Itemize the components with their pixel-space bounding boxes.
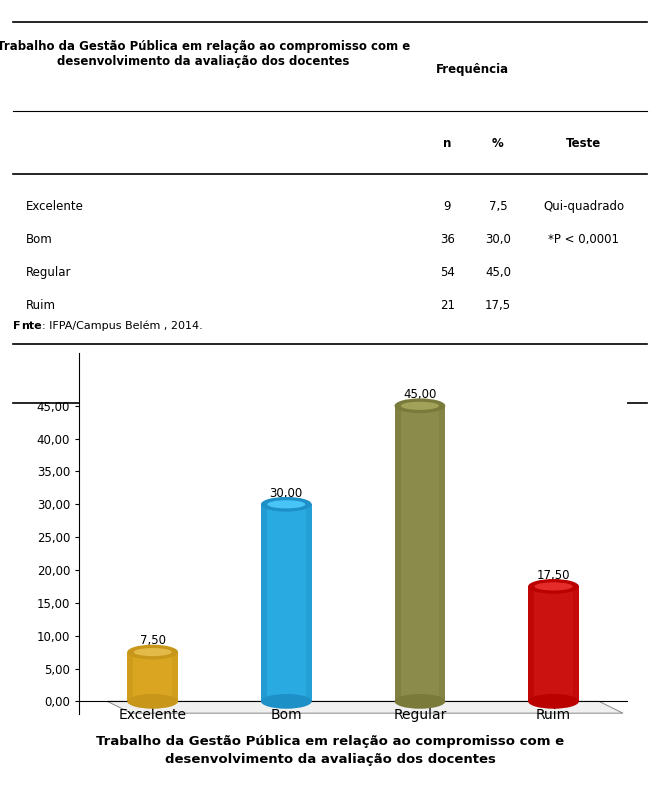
Text: 30,0: 30,0	[485, 233, 511, 246]
Ellipse shape	[261, 497, 312, 512]
Bar	[573, 586, 579, 701]
Bar	[261, 504, 267, 701]
Bar	[528, 586, 534, 701]
Text: *P < 0,0001: *P < 0,0001	[548, 233, 619, 246]
Text: Trabalho da Gestão Pública em relação ao compromisso com e: Trabalho da Gestão Pública em relação ao…	[96, 736, 564, 748]
Ellipse shape	[127, 644, 178, 659]
Text: 7,5: 7,5	[488, 200, 508, 213]
Ellipse shape	[133, 648, 172, 656]
Text: 45,00: 45,00	[403, 389, 437, 401]
Text: Excelente: Excelente	[26, 200, 84, 213]
Text: F: F	[13, 321, 20, 330]
Text: desenvolvimento da avaliação dos docentes: desenvolvimento da avaliação dos docente…	[164, 754, 496, 766]
Bar	[172, 652, 178, 701]
Text: 17,50: 17,50	[537, 569, 570, 582]
Ellipse shape	[535, 582, 573, 590]
Text: Regular: Regular	[26, 266, 71, 279]
Text: %: %	[492, 137, 504, 151]
Bar	[306, 504, 312, 701]
Bar	[127, 652, 178, 701]
Bar	[261, 504, 312, 701]
Text: nte: nte	[21, 321, 42, 330]
Text: 17,5: 17,5	[485, 298, 511, 312]
Text: 21: 21	[440, 298, 455, 312]
Ellipse shape	[127, 694, 178, 709]
Bar	[439, 406, 446, 701]
Text: 120: 120	[435, 367, 459, 380]
Ellipse shape	[401, 402, 439, 410]
Ellipse shape	[528, 694, 579, 709]
Text: 7,50: 7,50	[140, 634, 166, 648]
Text: Qui-quadrado: Qui-quadrado	[543, 200, 624, 213]
Ellipse shape	[395, 399, 446, 413]
Bar	[395, 406, 446, 701]
Text: 45,0: 45,0	[485, 266, 511, 279]
Text: 36: 36	[440, 233, 455, 246]
Bar	[395, 406, 401, 701]
Text: Total: Total	[200, 367, 232, 380]
Text: Teste: Teste	[566, 137, 601, 151]
Text: Bom: Bom	[26, 233, 53, 246]
Text: Ruim: Ruim	[26, 298, 56, 312]
Text: 30,00: 30,00	[270, 487, 303, 500]
Ellipse shape	[395, 694, 446, 709]
Ellipse shape	[267, 500, 306, 509]
Text: 54: 54	[440, 266, 455, 279]
Text: Frequência: Frequência	[436, 63, 509, 76]
Text: 9: 9	[444, 200, 451, 213]
Bar	[127, 652, 133, 701]
Text: n: n	[443, 137, 451, 151]
Text: 100: 100	[486, 367, 510, 380]
Text: : IFPA/Campus Belém , 2014.: : IFPA/Campus Belém , 2014.	[42, 320, 203, 331]
Ellipse shape	[261, 694, 312, 709]
Ellipse shape	[528, 579, 579, 593]
Bar	[528, 586, 579, 701]
Text: Trabalho da Gestão Pública em relação ao compromisso com e
desenvolvimento da av: Trabalho da Gestão Pública em relação ao…	[0, 41, 410, 68]
Polygon shape	[108, 701, 623, 713]
